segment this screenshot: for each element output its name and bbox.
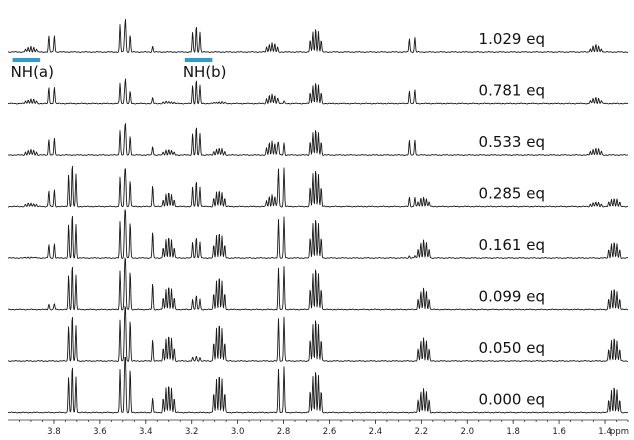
equivalents-labels: 1.029 eq 0.781 eq 0.533 eq 0.285 eq 0.161 eq… (479, 30, 545, 409)
tick-label: 3.8 (47, 427, 61, 437)
equivalents-label: 0.000 eq (479, 391, 545, 409)
nh-annotations: NH(a) NH(b) (11, 58, 227, 81)
spectrum-trace (7, 123, 629, 156)
spectrum-trace (7, 257, 629, 311)
spectrum-trace (7, 306, 629, 362)
tick-label: 2.0 (460, 427, 474, 437)
tick-label: 2.8 (277, 427, 291, 437)
equivalents-label: 0.781 eq (479, 82, 545, 100)
spectrum-trace (7, 78, 629, 105)
tick-label: 2.6 (323, 427, 337, 437)
tick-label: 3.6 (93, 427, 107, 437)
spectrum-trace (7, 209, 629, 259)
tick-label: 3.4 (139, 427, 153, 437)
tick-label: 1.6 (552, 427, 566, 437)
nh-label: NH(b) (183, 63, 227, 81)
spectra-traces (7, 18, 629, 414)
equivalents-label: 0.099 eq (479, 288, 545, 306)
spectrum-trace (8, 18, 629, 53)
tick-label: 1.4 (598, 427, 612, 437)
ppm-axis: 3.8 3.6 3.4 3.2 3.0 2.8 2.6 2.4 2.2 2.0 1.8 1.6 1.4p… (8, 419, 629, 437)
tick-label: 2.4 (369, 427, 383, 437)
equivalents-label: 0.533 eq (479, 133, 545, 151)
spectrum-trace (7, 165, 629, 208)
tick-label: 1.8 (506, 427, 520, 437)
tick-label: 3.2 (185, 427, 199, 437)
spectrum-trace (7, 356, 629, 414)
axis-unit-label: ppm (610, 427, 629, 437)
equivalents-label: 0.285 eq (479, 185, 545, 203)
equivalents-label: 1.029 eq (479, 30, 545, 48)
equivalents-label: 0.050 eq (479, 339, 545, 357)
nh-label: NH(a) (11, 63, 54, 81)
tick-label: 2.2 (415, 427, 429, 437)
equivalents-label: 0.161 eq (479, 236, 545, 254)
tick-label: 3.0 (231, 427, 245, 437)
